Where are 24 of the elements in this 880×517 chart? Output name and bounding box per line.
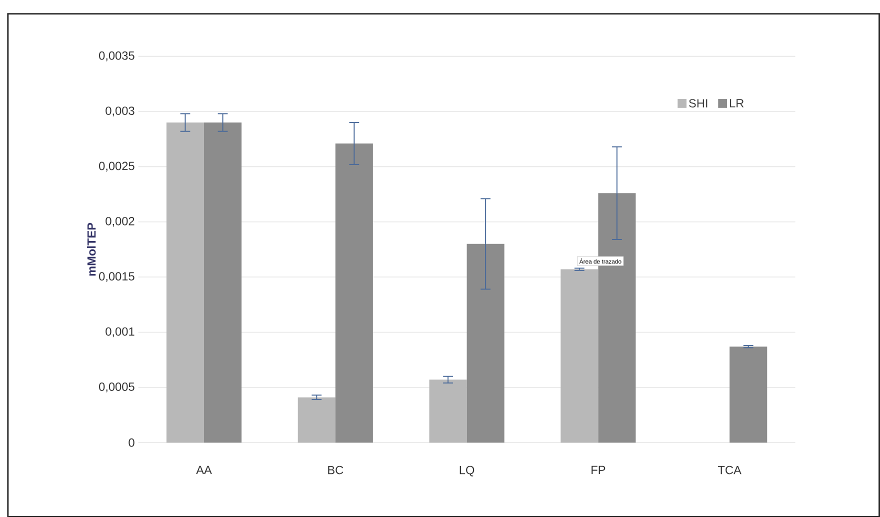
bar bbox=[466, 244, 504, 442]
y-tick-label: 0,0015 bbox=[99, 272, 134, 282]
bar bbox=[166, 122, 204, 442]
x-tick-label: BC bbox=[328, 466, 344, 474]
bar bbox=[298, 397, 336, 442]
y-tick-label: 0,003 bbox=[106, 106, 134, 116]
y-tick-label: 0,001 bbox=[106, 327, 134, 337]
x-tick-label: FP bbox=[592, 466, 606, 474]
bar bbox=[429, 379, 467, 442]
y-tick-label: 0 bbox=[128, 438, 134, 447]
x-tick-label: LQ bbox=[460, 466, 474, 476]
y-tick-label: 0,002 bbox=[106, 216, 134, 227]
bar bbox=[335, 143, 373, 442]
x-tick-label: AA bbox=[196, 466, 212, 474]
legend-label: SHI bbox=[689, 98, 708, 108]
legend-label: LR bbox=[730, 98, 744, 108]
bar bbox=[730, 346, 768, 442]
bar bbox=[204, 122, 242, 442]
y-tick-label: 0,0005 bbox=[99, 382, 134, 392]
y-tick-label: 0,0025 bbox=[99, 162, 134, 172]
y-tick-label: 0,0035 bbox=[99, 51, 134, 61]
y-axis-title: mMolTEP bbox=[87, 222, 96, 276]
bar bbox=[560, 269, 598, 442]
x-tick-label: TCA bbox=[718, 466, 742, 474]
